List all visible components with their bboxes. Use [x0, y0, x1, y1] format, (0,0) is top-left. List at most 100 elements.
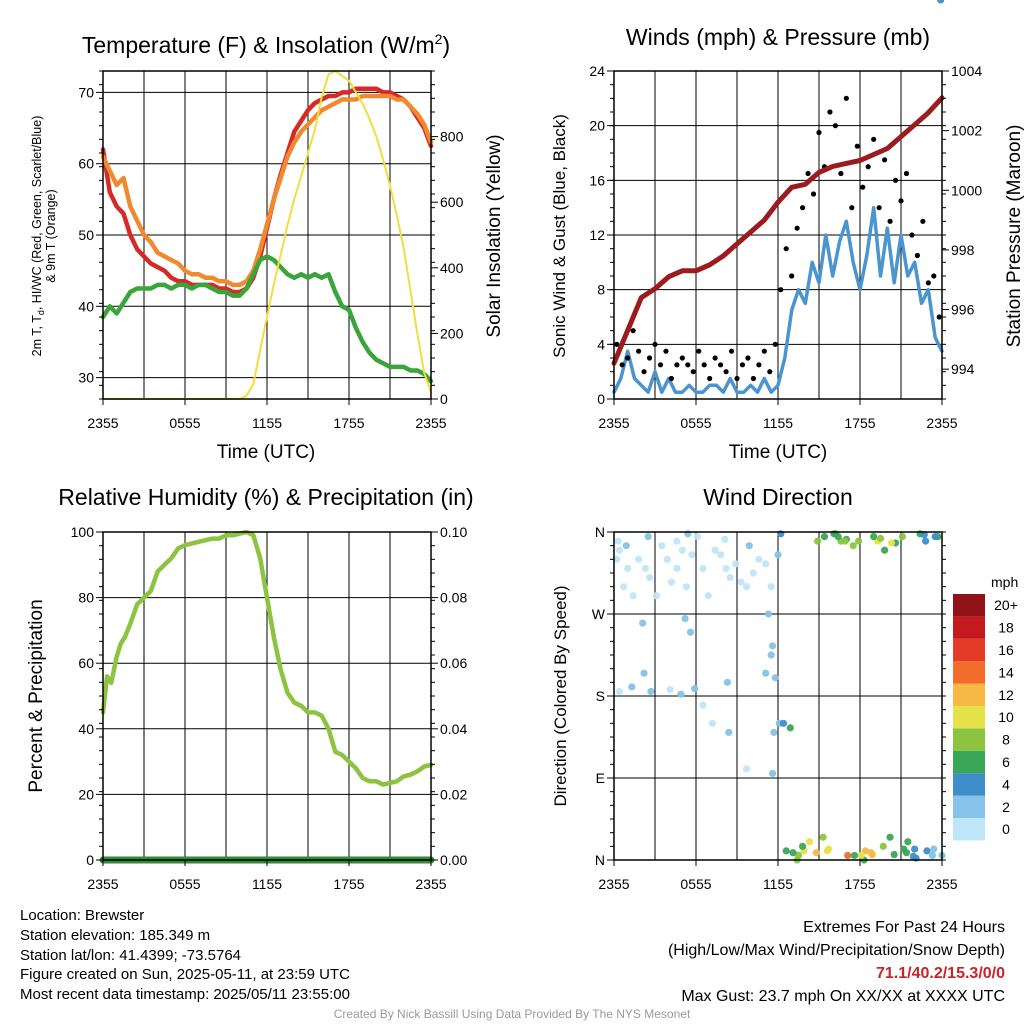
- direction-point: [614, 537, 622, 545]
- y2-tick-label: 0.06: [440, 655, 467, 671]
- x-tick-label: 1155: [763, 876, 793, 892]
- relative-humidity-line: [100, 529, 434, 787]
- colorbar-swatch: [953, 616, 985, 639]
- temp-panel-title: Temperature (F) & Insolation (W/m2): [82, 31, 450, 58]
- gust-point: [832, 123, 839, 129]
- direction-point: [768, 642, 777, 650]
- direction-point: [937, 0, 945, 4]
- y2-tick-label: 0.08: [440, 590, 467, 606]
- gust-point: [778, 287, 784, 293]
- direction-point: [699, 564, 707, 573]
- x-tick-label: 1155: [252, 876, 282, 892]
- gust-point: [860, 184, 866, 190]
- gust-point: [882, 157, 888, 163]
- temp-y2-axis-label: Solar Insolation (Yellow): [484, 134, 505, 337]
- gust-point: [636, 348, 642, 354]
- colorbar-swatch: [953, 750, 985, 774]
- gust-point: [767, 369, 773, 375]
- x-tick-label: 2355: [926, 415, 957, 431]
- temp-title-superscript: 2: [435, 31, 443, 47]
- direction-point: [682, 583, 691, 591]
- extremes-subheading: (High/Low/Max Wind/Precipitation/Snow De…: [667, 942, 1005, 959]
- x-tick-label: 0555: [169, 876, 200, 892]
- gust-point: [854, 143, 860, 149]
- gust-point: [843, 95, 849, 101]
- direction-point: [819, 833, 827, 841]
- gust-point: [789, 273, 795, 279]
- direction-point: [789, 849, 797, 857]
- x-tick-label: 2355: [87, 876, 118, 892]
- gust-point: [756, 362, 762, 368]
- direction-point: [629, 592, 637, 600]
- colorbar-label: 12: [998, 687, 1014, 703]
- direction-point: [749, 569, 758, 577]
- gust-point: [871, 136, 877, 142]
- y2-tick-label: 996: [951, 302, 975, 318]
- colorbar-swatch: [953, 728, 985, 751]
- gust-point: [909, 232, 915, 238]
- direction-point: [686, 628, 695, 636]
- gust-point: [685, 362, 691, 368]
- y-tick-label: 4: [597, 336, 605, 352]
- direction-point: [742, 583, 751, 591]
- x-tick-label: 0555: [680, 876, 711, 892]
- extremes-values: 71.1/40.2/15.3/0/0: [876, 965, 1005, 982]
- colorbar-label: 20+: [994, 597, 1018, 613]
- colorbar-label: 18: [998, 620, 1014, 636]
- y2-tick-label: 994: [951, 361, 975, 377]
- gust-point: [652, 341, 658, 347]
- y2-tick-label: 1004: [951, 63, 982, 79]
- direction-point: [886, 833, 894, 841]
- y-tick-label: S: [596, 688, 605, 704]
- figure-created: Figure created on Sun, 2025-05-11, at 23…: [20, 966, 350, 984]
- colorbar-swatch: [953, 594, 985, 617]
- sonic-wind-line: [612, 205, 944, 394]
- direction-point: [898, 532, 906, 541]
- direction-point: [663, 555, 671, 563]
- direction-point: [820, 532, 829, 541]
- direction-point: [721, 535, 729, 543]
- direction-point: [850, 851, 859, 860]
- x-tick-label: 1755: [333, 876, 364, 892]
- y-tick-label: 16: [589, 172, 605, 188]
- direction-point: [711, 546, 719, 554]
- gust-point: [925, 280, 931, 286]
- x-tick-label: 1155: [763, 415, 793, 431]
- gust-point: [827, 109, 833, 115]
- gust-point: [810, 191, 817, 197]
- colorbar-label: 10: [998, 709, 1014, 725]
- gust-point: [800, 205, 806, 211]
- x-tick-label: 1755: [844, 876, 875, 892]
- gust-point: [668, 375, 675, 382]
- y-tick-label: 40: [78, 721, 94, 737]
- direction-point: [635, 555, 643, 563]
- direction-point: [855, 537, 863, 545]
- y2-tick-label: 1000: [951, 182, 982, 198]
- gust-point: [887, 218, 893, 224]
- direction-point: [812, 849, 820, 857]
- y2-tick-label: 800: [440, 129, 464, 145]
- gust-point: [898, 198, 904, 204]
- colorbar-label: 2: [1002, 799, 1010, 815]
- y-tick-label: N: [595, 852, 605, 868]
- tick-labels: 2355 0555 1155 1755 235530405060700200400600…: [71, 63, 983, 892]
- y2-tick-label: 0.00: [440, 852, 467, 868]
- direction-point: [667, 578, 676, 586]
- temp-x-axis-label: Time (UTC): [217, 442, 316, 463]
- direction-point: [923, 847, 931, 855]
- station-latlon: Station lat/lon: 41.4399; -73.5764: [20, 946, 242, 964]
- direction-point: [767, 583, 775, 591]
- direction-point: [745, 542, 753, 550]
- direction-point: [841, 537, 849, 545]
- direction-point: [771, 674, 779, 682]
- temp-y-axis-label-line2: & 9m T (Orange): [44, 189, 58, 282]
- direction-point: [887, 539, 896, 547]
- gust-point: [663, 348, 669, 354]
- gust-point: [657, 362, 664, 368]
- colorbar-label: 8: [1002, 732, 1010, 748]
- gust-point: [936, 314, 942, 320]
- direction-point: [647, 687, 655, 696]
- y-tick-label: W: [592, 606, 606, 622]
- direction-point: [774, 551, 782, 559]
- direction-point: [799, 842, 807, 850]
